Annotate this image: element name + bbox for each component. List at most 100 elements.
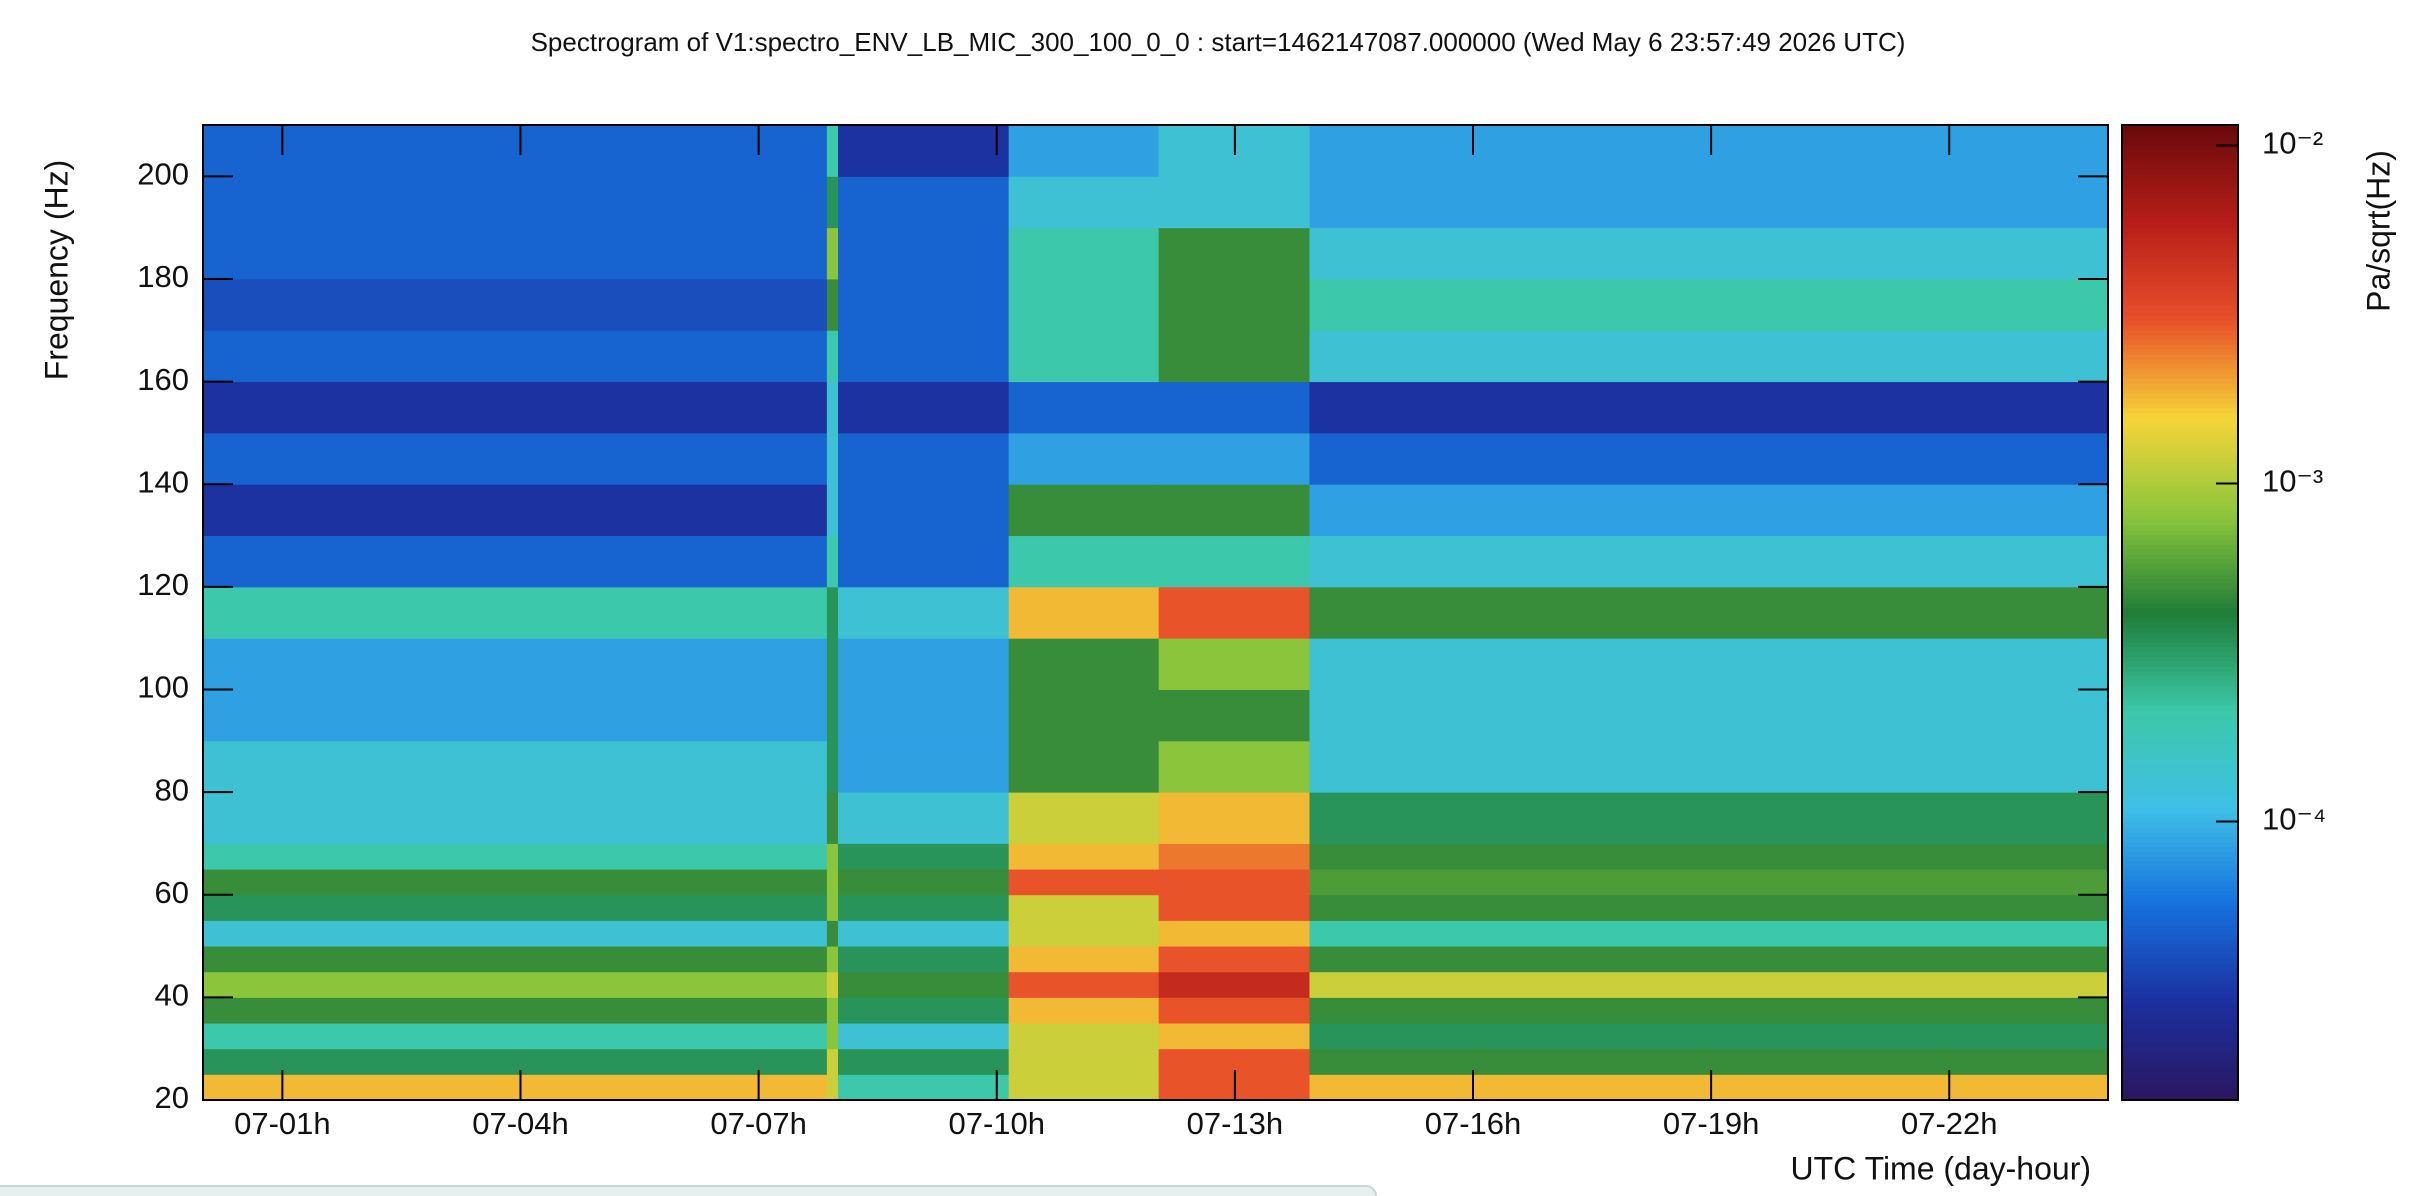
heatmap-cell: [1158, 946, 1310, 973]
colorbar-segment: [2122, 203, 2238, 209]
colorbar-segment: [2122, 753, 2238, 760]
heatmap-cell: [1008, 381, 1160, 434]
heatmap-cell: [1158, 381, 1310, 434]
colorbar-segment: [2122, 666, 2238, 672]
colorbar-tick-label: 10⁻²: [2262, 126, 2323, 161]
axes: 20 40 60 80 100 120 140 160 180 200 07-01h 07-04h 07…: [137, 124, 2109, 1141]
colorbar-segment: [2122, 285, 2238, 292]
colorbar-segment: [2122, 812, 2238, 818]
colorbar-segment: [2122, 651, 2238, 657]
colorbar-segment: [2122, 1090, 2238, 1096]
colorbar-segment: [2122, 783, 2238, 789]
heatmap-cell: [1008, 176, 1160, 229]
heatmap-cell: [1008, 484, 1160, 537]
heatmap-cell: [1309, 535, 2109, 588]
colorbar-segment: [2122, 583, 2238, 589]
heatmap-cell: [826, 638, 839, 690]
heatmap-cell: [826, 894, 839, 921]
heatmap-cell: [838, 535, 1010, 588]
colorbar-segment: [2122, 441, 2238, 448]
heatmap-cell: [1008, 997, 1160, 1024]
colorbar-segment: [2122, 368, 2238, 375]
heatmap-cell: [203, 869, 828, 896]
heatmap-cell: [1309, 1074, 2109, 1101]
heatmap-cell: [203, 278, 828, 331]
colorbar-segment: [2122, 1085, 2238, 1091]
heatmap-cell: [203, 432, 828, 485]
colorbar-label: Pa/sqrt(Hz): [2360, 150, 2396, 312]
colorbar-segment: [2122, 671, 2238, 677]
colorbar-segment: [2122, 866, 2238, 872]
colorbar-segment: [2122, 788, 2238, 794]
heatmap-cell: [1309, 176, 2109, 229]
colorbar-segment: [2122, 456, 2238, 462]
colorbar-segment: [2122, 1075, 2238, 1082]
heatmap-cell: [1158, 586, 1310, 639]
heatmap-cell: [838, 920, 1010, 947]
heatmap-cell: [203, 971, 828, 998]
heatmap-cell: [1008, 535, 1160, 588]
heatmap-cell: [1158, 176, 1310, 229]
colorbar-segment: [2122, 695, 2238, 701]
colorbar-segment: [2122, 373, 2238, 380]
heatmap-cell: [1008, 894, 1160, 921]
heatmap-cell: [203, 920, 828, 947]
colorbar-segment: [2122, 641, 2238, 648]
colorbar-segment: [2122, 198, 2238, 204]
heatmap-cell: [1158, 330, 1310, 383]
colorbar-segment: [2122, 544, 2238, 550]
plot-frame: [202, 124, 2109, 1101]
heatmap-cell: [203, 484, 828, 537]
heatmap-cell: [1008, 330, 1160, 383]
colorbar-segment: [2122, 1051, 2238, 1057]
colorbar-segment: [2122, 207, 2238, 214]
heatmap-cell: [826, 1074, 839, 1101]
colorbar-segment: [2122, 432, 2238, 438]
colorbar-segment: [2122, 159, 2238, 165]
heatmap-cell: [826, 125, 839, 177]
colorbar-segment: [2122, 963, 2238, 969]
colorbar-segment: [2122, 973, 2238, 979]
colorbar-segment: [2122, 529, 2238, 536]
colorbar-segment: [2122, 978, 2238, 984]
colorbar-segment: [2122, 295, 2238, 302]
heatmap-cell: [826, 1023, 839, 1050]
y-tick-label: 100: [137, 670, 189, 705]
colorbar-segment: [2122, 139, 2238, 146]
colorbar-segment: [2122, 558, 2238, 565]
colorbar-segment: [2122, 242, 2238, 248]
heatmap-cell: [1158, 997, 1310, 1024]
colorbar-segment: [2122, 188, 2238, 194]
colorbar-tick-label: 10⁻³: [2262, 464, 2323, 499]
heatmap-cell: [1008, 946, 1160, 973]
colorbar-segment: [2122, 885, 2238, 891]
colorbar-segment: [2122, 880, 2238, 887]
heatmap-cell: [1158, 638, 1310, 690]
colorbar-segment: [2122, 822, 2238, 828]
heatmap-cell: [838, 227, 1010, 280]
colorbar-segment: [2122, 363, 2238, 370]
heatmap-cell: [1309, 638, 2109, 690]
heatmap-cell: [826, 792, 839, 844]
colorbar-segment: [2122, 451, 2238, 458]
heatmap-cell: [1158, 227, 1310, 280]
colorbar-segment: [2122, 173, 2238, 180]
colorbar-segment: [2122, 597, 2238, 604]
y-tick-label: 160: [137, 362, 189, 397]
heatmap-cell: [203, 586, 828, 639]
heatmap-cell: [826, 920, 839, 947]
colorbar-segment: [2122, 792, 2238, 799]
colorbar-segment: [2122, 276, 2238, 282]
heatmap-cell: [203, 176, 828, 229]
colorbar-segment: [2122, 890, 2238, 896]
heatmap-cell: [826, 432, 839, 485]
colorbar-segment: [2122, 227, 2238, 233]
colorbar-segment: [2122, 607, 2238, 614]
colorbar-segment: [2122, 515, 2238, 521]
colorbar-segment: [2122, 602, 2238, 609]
colorbar-segment: [2122, 841, 2238, 848]
heatmap-cell: [826, 535, 839, 588]
colorbar-segment: [2122, 1070, 2238, 1077]
